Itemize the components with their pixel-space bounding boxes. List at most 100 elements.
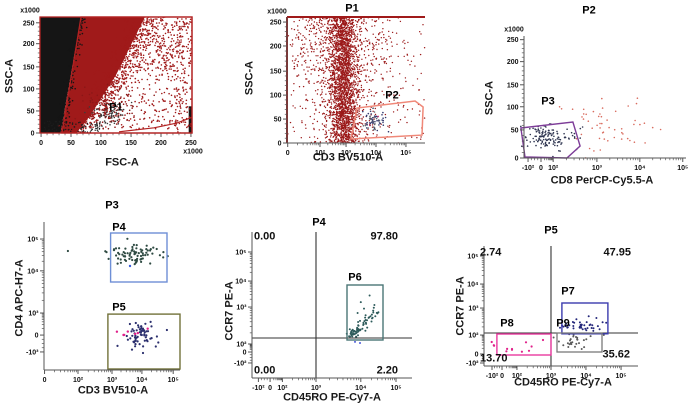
y-tick-label: 50 xyxy=(511,127,519,134)
gate-label-P3[interactable]: P3 xyxy=(541,95,555,108)
gate-P7[interactable] xyxy=(561,302,609,335)
gate-label-P4[interactable]: P4 xyxy=(112,221,126,234)
gate-P6[interactable] xyxy=(346,284,384,341)
plot6-title: P5 xyxy=(544,224,558,237)
plot4-title: P3 xyxy=(105,199,119,212)
x-tick-label: 10⁴ xyxy=(355,385,367,392)
plot6-ylabel[interactable]: CCR7 PE-A xyxy=(454,276,467,336)
y-tick-label: 250 xyxy=(270,20,282,27)
gate-label-P6[interactable]: P6 xyxy=(348,271,362,284)
gate-label-P5[interactable]: P5 xyxy=(112,301,126,314)
x-tick-label: 10⁵ xyxy=(400,150,411,157)
gate-label-P1[interactable]: P1 xyxy=(109,101,123,114)
plot-line xyxy=(118,116,193,133)
y-tick-label: 250 xyxy=(507,37,519,44)
scatter-points xyxy=(40,17,192,133)
y-tick-label: 10³ xyxy=(236,305,247,312)
plot2-ylabel[interactable]: SSC-A xyxy=(243,60,256,96)
plot4-xlabel[interactable]: CD3 BV510-A xyxy=(77,384,149,397)
gate-P9[interactable] xyxy=(556,332,603,353)
y-tick-label: 0 xyxy=(31,131,35,138)
y-tick-label: 100 xyxy=(270,93,282,100)
axes xyxy=(520,36,686,162)
gate-P8[interactable] xyxy=(496,333,552,356)
x-tick-label: 10³ xyxy=(341,150,352,157)
quad-stat-tl: 2.74 xyxy=(480,246,502,259)
plot-p1-fsc-ssc[interactable]: 0 50 100 150 200 250 0 50 100 150 200 250 xyxy=(23,7,197,147)
gate-P4[interactable] xyxy=(109,232,168,283)
plot1-x-unit: x1000 xyxy=(183,148,203,156)
quad-stat-tr: 47.95 xyxy=(603,246,631,259)
gate-label-P8[interactable]: P8 xyxy=(500,317,514,330)
y-tick-label: 10⁴ xyxy=(235,279,247,286)
quad-stat-tl: 0.00 xyxy=(254,230,276,243)
y-tick-label: 10⁵ xyxy=(467,253,478,260)
plot3-xlabel[interactable]: CD8 PerCP-Cy5.5-A xyxy=(550,174,654,187)
plot5-ylabel[interactable]: CCR7 PE-A xyxy=(223,281,236,341)
x-tick-label: 0 xyxy=(268,385,272,392)
y-tick-label: 100 xyxy=(23,86,35,93)
plot1-ylabel[interactable]: SSC-A xyxy=(3,58,16,94)
y-tick-label: 150 xyxy=(507,82,519,89)
plot3-title: P2 xyxy=(582,4,596,17)
plot3-y-unit: x1000 xyxy=(504,26,524,34)
y-tick-label: 10⁴ xyxy=(467,282,479,289)
plot-p4-cd3-cd4[interactable]: 0 10² 10³ 10⁴ 10⁵ -10³ 0 10³ 10⁴ 10⁵ xyxy=(26,222,181,384)
quad-stat-br: 2.20 xyxy=(376,364,398,377)
y-tick-label: 10⁵ xyxy=(235,250,246,257)
y-tick-label: 50 xyxy=(27,108,35,115)
x-tick-label: -10² xyxy=(252,385,265,392)
y-tick-label: 10⁵ xyxy=(27,237,38,244)
x-tick-label: 10⁴ xyxy=(370,150,382,157)
x-tick-label: 0 xyxy=(286,150,290,157)
x-tick-label: 10² xyxy=(73,377,84,384)
plot2-title: P1 xyxy=(345,2,359,15)
x-tick-label: 10⁴ xyxy=(580,373,592,380)
scatter-points xyxy=(286,16,426,144)
gate-label-P9[interactable]: P9 xyxy=(556,317,570,330)
x-tick-label: 10⁵ xyxy=(168,377,179,384)
plot4-ylabel[interactable]: CD4 APC-H7-A xyxy=(13,259,26,337)
gate-P2[interactable] xyxy=(350,100,424,140)
axes xyxy=(283,17,425,147)
x-tick-label: 100 xyxy=(95,140,107,147)
x-tick-label: 10² xyxy=(548,165,559,172)
x-tick-label: -10² xyxy=(522,165,535,172)
x-tick-label: 0 xyxy=(39,140,43,147)
plot-p2-cd3-ssc[interactable]: 0 10² 10³ 10⁴ 10⁵ 0 50 100 150 200 250 xyxy=(270,16,426,157)
x-tick-label: 10³ xyxy=(311,385,322,392)
y-tick-label: 250 xyxy=(23,20,35,27)
plot3-ylabel[interactable]: SSC-A xyxy=(483,80,496,116)
plot5-xlabel[interactable]: CD45RO PE-Cy7-A xyxy=(283,391,381,404)
axes xyxy=(248,232,412,382)
x-tick-label: 10³ xyxy=(546,373,557,380)
plot1-y-unit: x1000 xyxy=(20,7,40,15)
scatter-points xyxy=(490,315,608,353)
gate-label-P7[interactable]: P7 xyxy=(561,285,575,298)
x-tick-label: 10³ xyxy=(592,165,603,172)
y-tick-label: 10² xyxy=(236,341,247,348)
plot1-xlabel[interactable]: FSC-A xyxy=(105,156,139,169)
y-tick-label: 50 xyxy=(274,117,282,124)
y-tick-label: 0 xyxy=(475,352,479,359)
scatter-points xyxy=(345,294,380,344)
y-tick-label: 10³ xyxy=(468,306,479,313)
y-tick-label: 10⁴ xyxy=(27,268,39,275)
plot6-xlabel[interactable]: CD45RO PE-Cy7-A xyxy=(514,376,612,389)
axes xyxy=(40,222,180,374)
plot2-xlabel[interactable]: CD3 BV510-A xyxy=(312,151,384,164)
gate-P5[interactable] xyxy=(107,313,181,370)
y-tick-label: 0 xyxy=(278,141,282,148)
y-tick-label: 150 xyxy=(270,69,282,76)
x-tick-label: 0 xyxy=(500,373,504,380)
scatter-points xyxy=(520,97,662,159)
gate-label-P2[interactable]: P2 xyxy=(385,89,399,102)
axes xyxy=(480,246,638,370)
x-tick-label: 250 xyxy=(185,140,197,147)
x-tick-label: 150 xyxy=(125,140,137,147)
